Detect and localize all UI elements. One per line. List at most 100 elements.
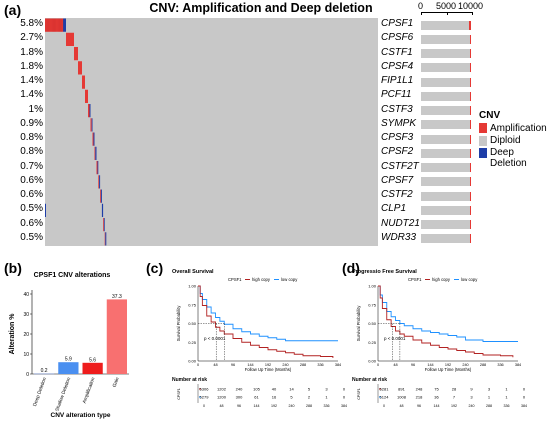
- oncoprint-alteration-block: [74, 47, 78, 61]
- sample-count-bar: [421, 220, 471, 229]
- risk-x-tick-label: 384: [341, 404, 347, 408]
- gene-label: PCF11: [381, 89, 412, 101]
- gene-label: SYMPK: [381, 117, 417, 129]
- oncoprint-alteration-block: [90, 118, 92, 132]
- km-legend-low: low copy: [461, 277, 478, 282]
- km-y-axis-label: Survival Probability: [176, 305, 181, 342]
- legend-label-deep-deletion: Deep Deletion: [490, 147, 527, 169]
- oncoprint-grid: [45, 18, 378, 246]
- km-y-tick-label: 0.75: [188, 302, 197, 307]
- risk-high-count: 1202: [217, 387, 227, 392]
- km-x-tick-label: 96: [411, 363, 415, 367]
- x-axis-label: CNV alteration type: [51, 412, 111, 419]
- risk-x-tick-label: 240: [469, 404, 475, 408]
- amplification-count-segment: [470, 91, 471, 101]
- oncoprint-alteration-block: [104, 232, 106, 246]
- alteration-percent: 1%: [28, 103, 43, 115]
- sample-count-bar: [421, 163, 471, 172]
- km-legend-prefix: CPSF1: [228, 277, 242, 282]
- alteration-percent: 0.5%: [20, 231, 43, 243]
- sample-count-bar: [421, 106, 471, 115]
- amplification-count-segment: [470, 106, 471, 115]
- km-x-tick-label: 240: [462, 363, 468, 367]
- km-legend-high: high copy: [252, 277, 271, 282]
- risk-high-count: 248: [416, 387, 423, 392]
- sample-count-bar: [421, 91, 471, 101]
- risk-high-count: 28: [452, 387, 457, 392]
- bar-value-label: 37.3: [112, 294, 122, 300]
- oncoprint-alteration-block: [100, 189, 102, 203]
- risk-low-count: 3: [470, 395, 473, 400]
- gene-label: CPSF2: [381, 146, 414, 158]
- sample-count-bar: [421, 34, 471, 44]
- gene-label: CSTF2T: [381, 160, 419, 172]
- km-x-tick-label: 0: [197, 363, 199, 367]
- km-x-axis-label: Follow Up Time (Months): [245, 367, 292, 372]
- risk-table-title: Number at risk: [352, 377, 387, 383]
- oncoprint-alteration-block: [95, 146, 97, 160]
- risk-low-count: 1: [488, 395, 491, 400]
- y-axis-label: Alteration %: [9, 313, 16, 355]
- amplification-count-segment: [470, 234, 471, 244]
- oncoprint-alteration-block: [103, 218, 104, 232]
- km-x-tick-label: 144: [427, 363, 433, 367]
- risk-x-tick-label: 288: [306, 404, 312, 408]
- risk-x-tick-label: 96: [237, 404, 241, 408]
- sample-count-bar: [421, 234, 471, 244]
- km-curve-low-copy: [198, 285, 338, 342]
- amplification-count-segment: [470, 163, 471, 172]
- alteration-percent: 1.4%: [20, 75, 43, 86]
- amplification-count-segment: [468, 20, 471, 30]
- gene-label: CPSF4: [381, 60, 414, 72]
- legend-label-amplification: Amplification: [490, 123, 547, 134]
- km-x-tick-label: 240: [282, 363, 288, 367]
- risk-high-count: 5306: [200, 387, 210, 392]
- sample-count-bar: [421, 148, 471, 158]
- bar: [106, 299, 127, 374]
- km-x-tick-label: 48: [213, 363, 217, 367]
- gene-label: NUDT21: [381, 217, 420, 229]
- category-label: Amplification: [82, 376, 97, 404]
- sample-count-bar: [421, 177, 471, 187]
- risk-low-count: 61: [254, 395, 259, 400]
- bar: [58, 362, 79, 374]
- gene-label: CSTF1: [381, 46, 413, 58]
- oncoprint-alteration-block: [85, 89, 88, 103]
- risk-x-tick-label: 192: [451, 404, 457, 408]
- alteration-percent: 0.9%: [20, 117, 43, 129]
- risk-low-count: 1: [505, 395, 508, 400]
- oncoprint-alteration-block: [97, 161, 99, 175]
- risk-low-count: 36: [434, 395, 439, 400]
- risk-x-tick-label: 144: [254, 404, 260, 408]
- sample-count-bar: [421, 191, 471, 201]
- oncoprint-alteration-block: [93, 132, 95, 146]
- sample-count-bar: [421, 134, 471, 144]
- sample-count-bar: [421, 205, 471, 215]
- km-x-tick-label: 192: [445, 363, 451, 367]
- amplification-count-segment: [470, 191, 471, 201]
- risk-low-count: 5279: [200, 395, 210, 400]
- risk-table-title: Number at risk: [172, 377, 207, 383]
- amplification-count-segment: [470, 49, 471, 58]
- alteration-percent: 5.8%: [20, 18, 43, 29]
- km-x-tick-label: 288: [480, 363, 486, 367]
- risk-x-tick-label: 0: [383, 404, 385, 408]
- km-y-tick-label: 0.00: [368, 359, 377, 364]
- km-pvalue: p < 0.0001: [204, 336, 226, 341]
- alteration-percent: 1.8%: [20, 60, 43, 72]
- count-axis-tick: [447, 12, 448, 15]
- sample-count-bar: [421, 120, 471, 130]
- gene-label: CPSF7: [381, 174, 414, 186]
- risk-low-count: 0: [523, 395, 526, 400]
- risk-high-count: 3: [325, 387, 328, 392]
- gene-label: CSTF3: [381, 103, 413, 115]
- risk-x-tick-label: 192: [271, 404, 277, 408]
- km-title: Overall Survival: [172, 269, 214, 275]
- risk-x-tick-label: 336: [504, 404, 510, 408]
- bar: [34, 373, 55, 375]
- cnv-bar-chart: CPSF1 CNV alterations 0 10 20 30 40 Alteration…: [9, 272, 129, 419]
- sample-count-bar: [421, 77, 471, 87]
- amplification-count-segment: [470, 63, 471, 73]
- km-x-tick-label: 336: [317, 363, 323, 367]
- risk-x-tick-label: 240: [289, 404, 295, 408]
